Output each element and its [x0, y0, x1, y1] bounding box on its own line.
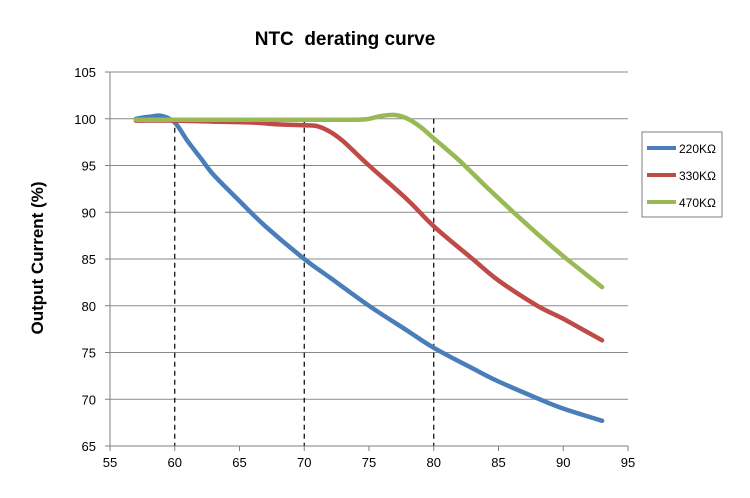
y-axis-label: Output Current (%) — [28, 182, 47, 335]
reference-lines — [174, 118, 435, 446]
series-line-3 — [133, 112, 605, 290]
x-tick-label: 85 — [491, 455, 505, 470]
y-tick-label: 70 — [82, 392, 96, 407]
x-tick-label: 60 — [168, 455, 182, 470]
axes — [105, 71, 629, 451]
chart-title: NTC derating curve — [255, 29, 436, 50]
x-tick-label: 55 — [103, 455, 117, 470]
legend-label: 330KΩ — [679, 169, 716, 183]
x-tick-label: 65 — [232, 455, 246, 470]
x-tick-label: 70 — [297, 455, 311, 470]
x-tick-label: 75 — [362, 455, 376, 470]
legend-label: 220KΩ — [679, 142, 716, 156]
y-tick-label: 95 — [82, 159, 96, 174]
series-lines — [133, 112, 605, 424]
y-tick-label: 105 — [74, 65, 96, 80]
y-tick-label: 80 — [82, 299, 96, 314]
series-line-2 — [133, 118, 605, 343]
x-tick-label: 95 — [621, 455, 635, 470]
x-tick-labels: 55 60 65 70 75 80 85 90 95 — [103, 455, 635, 470]
y-tick-label: 85 — [82, 252, 96, 267]
y-tick-label: 100 — [74, 112, 96, 127]
y-tick-labels: 65 70 75 80 85 90 95 100 105 — [74, 65, 96, 454]
legend: 220KΩ 330KΩ 470KΩ — [641, 131, 723, 218]
x-tick-label: 80 — [427, 455, 441, 470]
y-tick-label: 90 — [82, 205, 96, 220]
series-line-1 — [133, 113, 605, 424]
y-tick-label: 75 — [82, 346, 96, 361]
x-tick-label: 90 — [556, 455, 570, 470]
legend-label: 470KΩ — [679, 196, 716, 210]
y-tick-label: 65 — [82, 439, 96, 454]
